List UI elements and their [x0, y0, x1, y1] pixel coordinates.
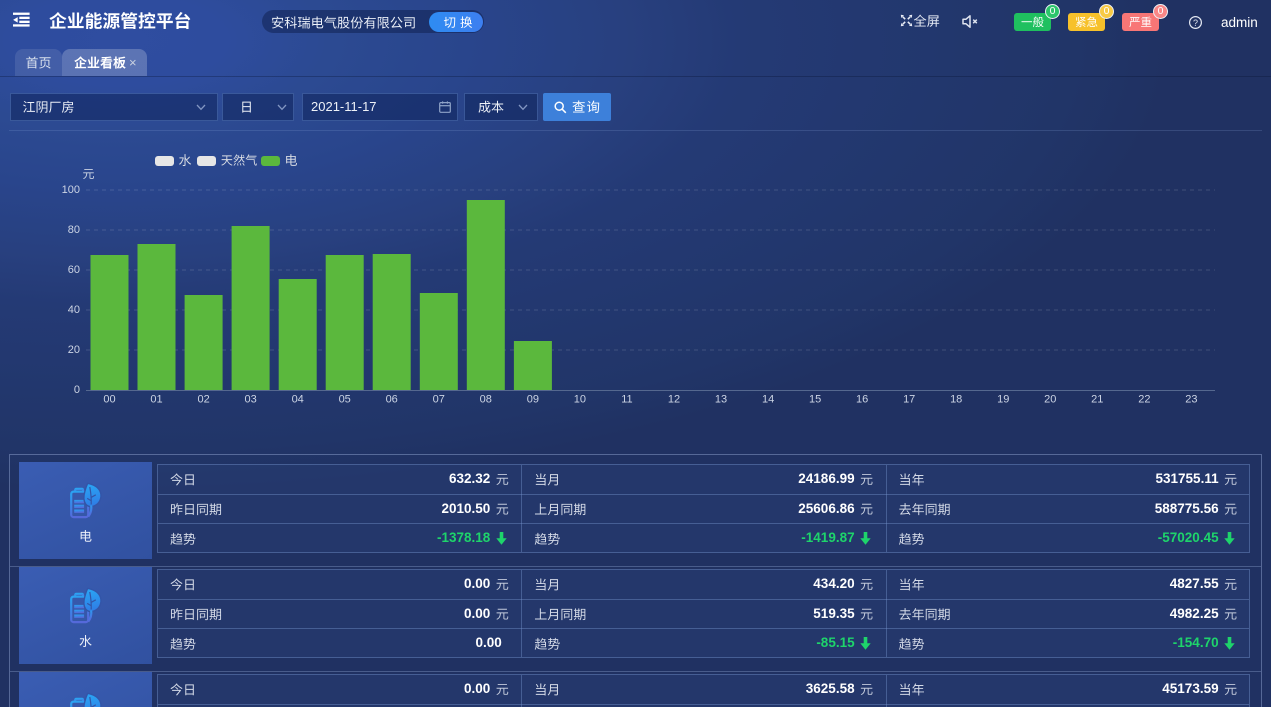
svg-text:17: 17 — [903, 394, 915, 406]
svg-text:13: 13 — [715, 394, 727, 406]
svg-text:60: 60 — [68, 264, 80, 276]
svg-text:16: 16 — [856, 394, 868, 406]
svg-text:40: 40 — [68, 304, 80, 316]
svg-text:02: 02 — [197, 394, 209, 406]
svg-text:07: 07 — [433, 394, 445, 406]
svg-text:09: 09 — [527, 394, 539, 406]
svg-text:20: 20 — [68, 344, 80, 356]
svg-text:22: 22 — [1138, 394, 1150, 406]
svg-text:0: 0 — [74, 384, 80, 396]
svg-text:20: 20 — [1044, 394, 1056, 406]
svg-text:08: 08 — [480, 394, 492, 406]
svg-text:03: 03 — [244, 394, 256, 406]
svg-text:04: 04 — [292, 394, 304, 406]
svg-text:23: 23 — [1185, 394, 1197, 406]
svg-text:10: 10 — [574, 394, 586, 406]
svg-text:11: 11 — [621, 394, 632, 406]
svg-text:18: 18 — [950, 394, 962, 406]
svg-text:15: 15 — [809, 394, 821, 406]
svg-text:00: 00 — [103, 394, 115, 406]
svg-text:100: 100 — [62, 184, 80, 196]
svg-text:?: ? — [1193, 18, 1198, 28]
svg-text:14: 14 — [762, 394, 774, 406]
svg-text:06: 06 — [386, 394, 398, 406]
svg-text:21: 21 — [1091, 394, 1103, 406]
svg-text:05: 05 — [339, 394, 351, 406]
svg-text:80: 80 — [68, 224, 80, 236]
svg-text:19: 19 — [997, 394, 1009, 406]
svg-text:12: 12 — [668, 394, 680, 406]
svg-text:01: 01 — [150, 394, 162, 406]
